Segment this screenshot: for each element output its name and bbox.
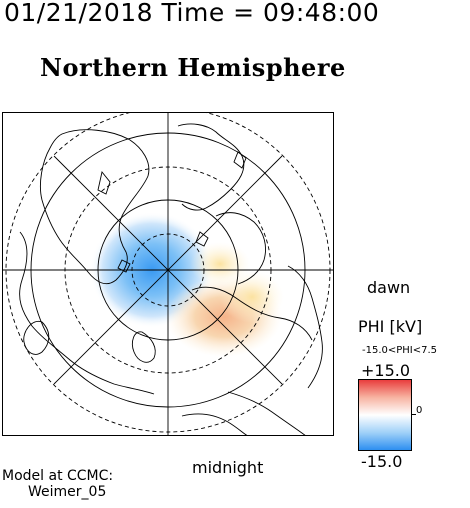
- colorbar-range-text: -15.0<PHI<7.5: [362, 345, 438, 356]
- model-credit-line2: Weimer_05: [28, 484, 107, 500]
- colorbar: [358, 379, 412, 451]
- model-credit: Model at CCMC: Weimer_05: [2, 468, 113, 500]
- positive-potential-lobe-2: [220, 271, 284, 323]
- polar-potential-map: [2, 112, 334, 436]
- midnight-label: midnight: [192, 458, 264, 477]
- longitude-spokes: [2, 112, 334, 436]
- date-time-header: 01/21/2018 Time = 09:48:00: [4, 0, 380, 27]
- coastlines: [19, 123, 323, 436]
- hemisphere-title: Northern Hemisphere: [40, 53, 346, 82]
- model-credit-line1: Model at CCMC:: [2, 468, 114, 484]
- colorbar-zero-label: 0: [416, 405, 423, 416]
- colorbar-title: PHI [kV]: [358, 317, 423, 336]
- colorbar-zero-tick: [412, 414, 416, 415]
- colorbar-max-label: +15.0: [361, 361, 411, 380]
- colorbar-min-label: -15.0: [361, 452, 403, 471]
- dawn-label: dawn: [367, 278, 411, 297]
